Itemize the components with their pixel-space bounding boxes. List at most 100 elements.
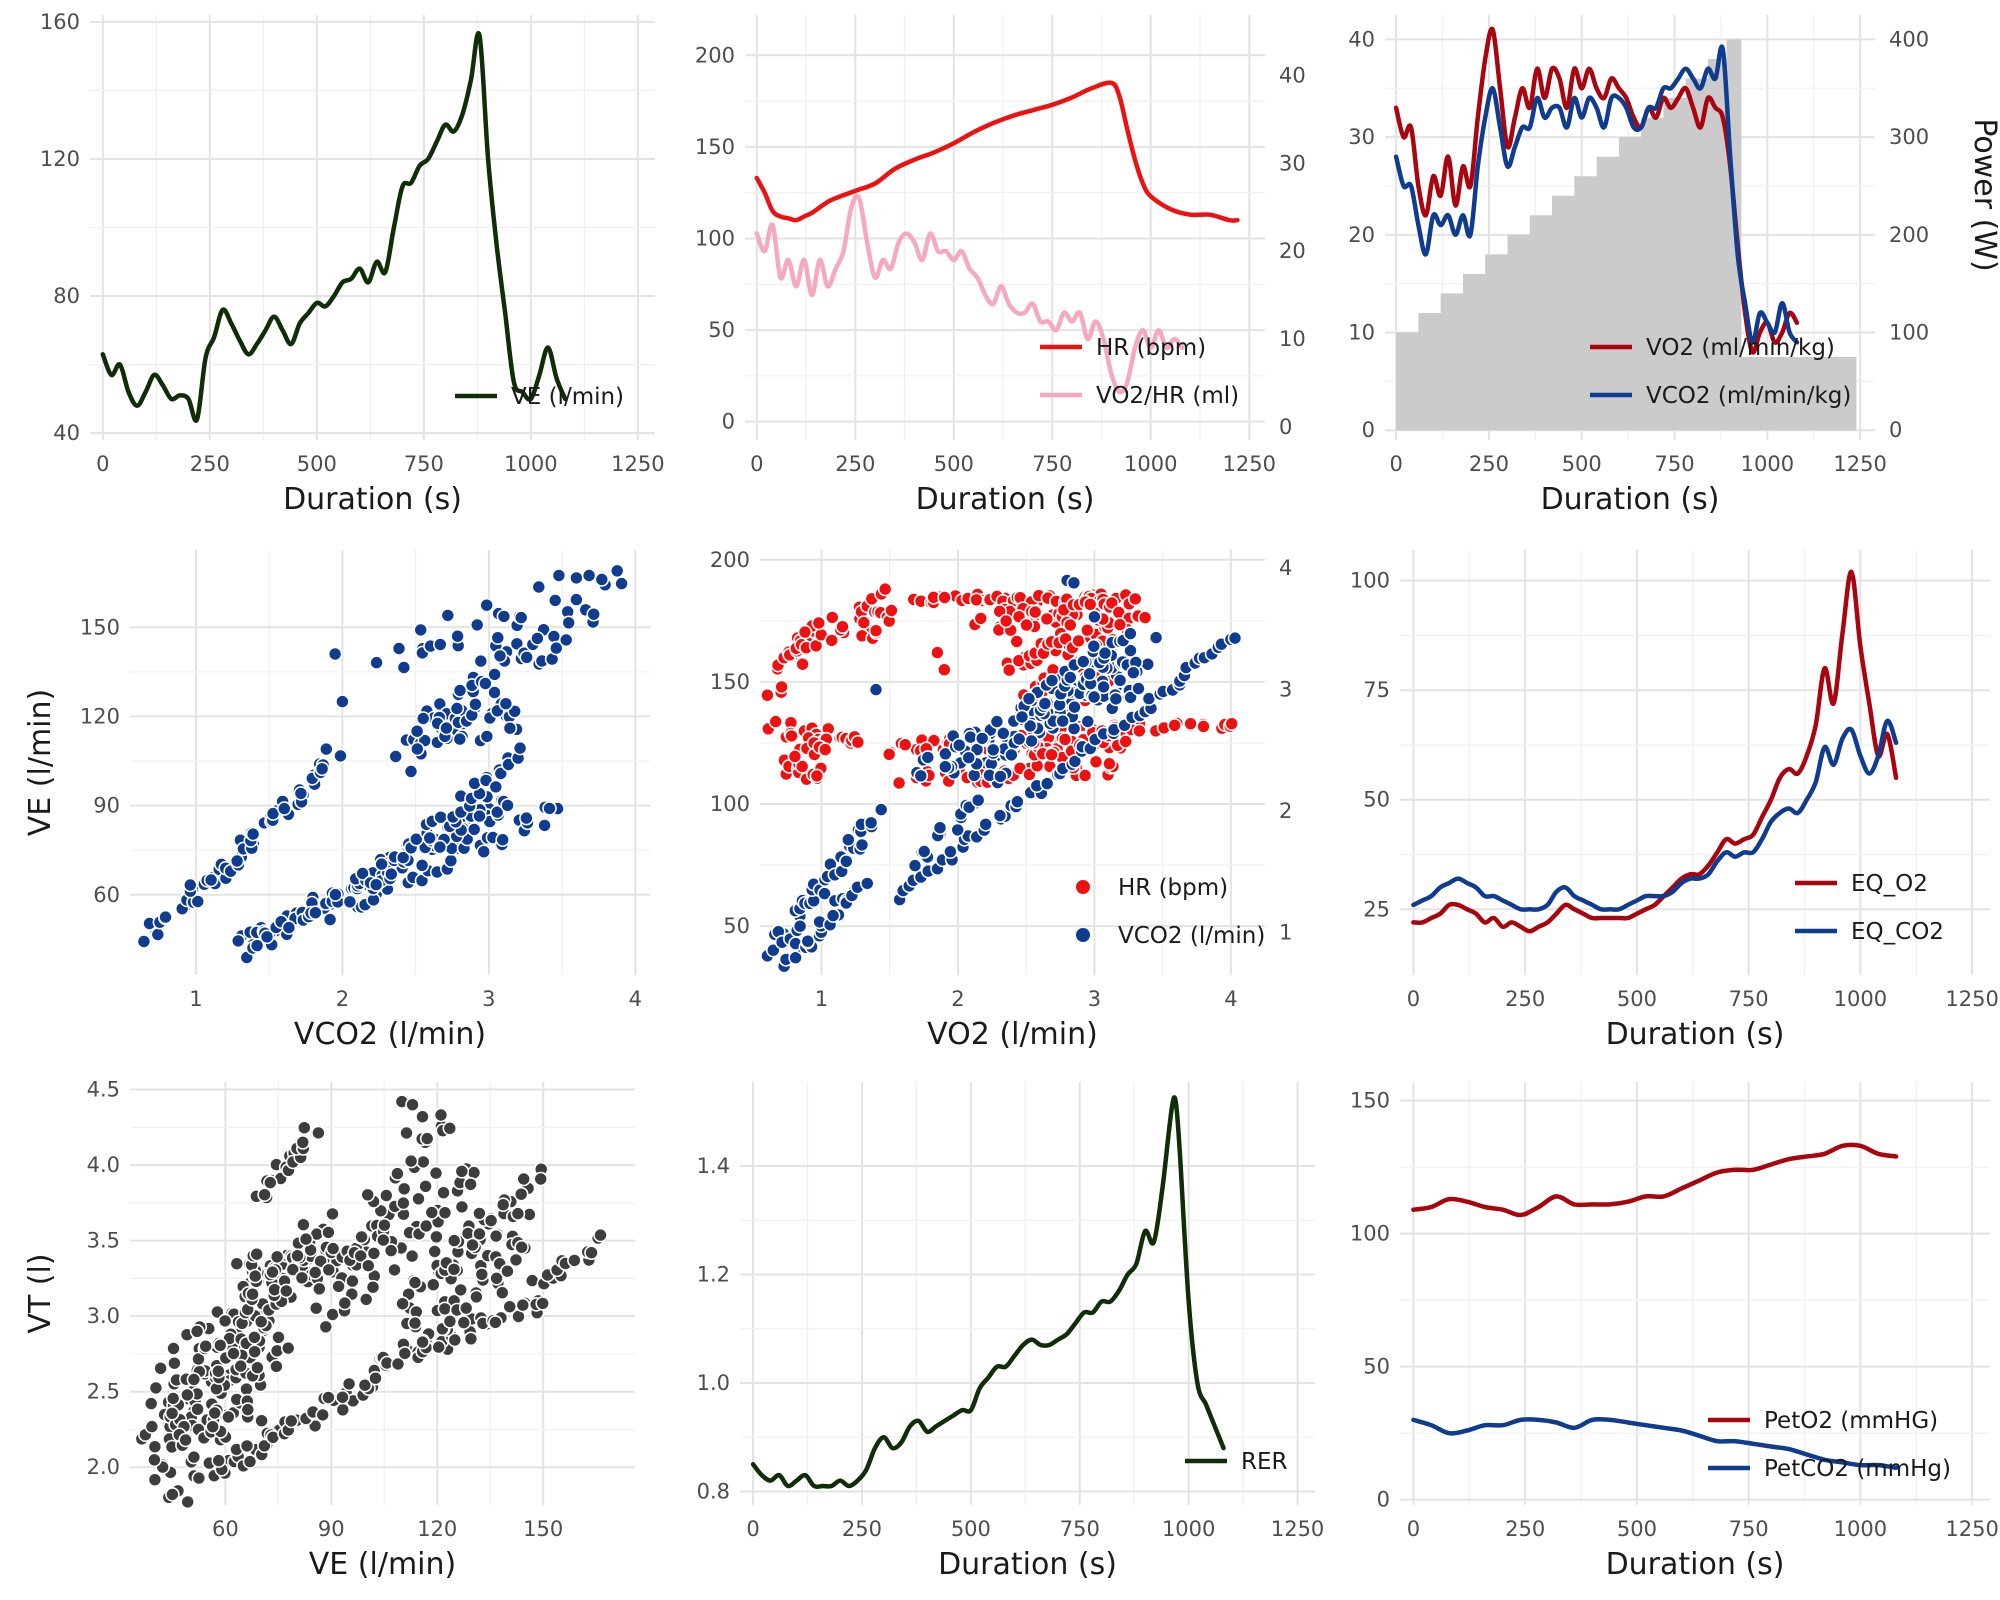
y2-axis-title: Power (W) (1967, 118, 2000, 271)
scatter-point (1087, 609, 1102, 625)
scatter-point (259, 929, 275, 945)
scatter-point (463, 1177, 478, 1192)
scatter-series-0 (134, 1094, 608, 1510)
scatter-point (1063, 670, 1078, 685)
scatter-point (1096, 679, 1111, 695)
scatter-series-0 (136, 563, 629, 965)
scatter-point (863, 815, 879, 831)
legend-label: PetCO2 (mmHg) (1764, 1456, 1951, 1482)
x-tick-label: 1250 (1945, 987, 1998, 1011)
y-tick-label: 100 (710, 792, 750, 816)
scatter-point (1071, 633, 1086, 649)
scatter-point (891, 775, 907, 791)
scatter-point (548, 640, 564, 656)
scatter-point (494, 1285, 510, 1300)
x-tick-label: 500 (951, 1517, 991, 1541)
y-tick-label: 120 (40, 147, 80, 171)
scatter-point (1044, 747, 1059, 763)
scatter-point (325, 1206, 340, 1222)
scatter-point (452, 731, 468, 747)
scatter-point (335, 694, 350, 709)
scatter-point (1112, 673, 1128, 688)
scatter-point (147, 1439, 163, 1454)
scatter-point (824, 633, 840, 648)
scatter-point (510, 1206, 526, 1221)
x-tick-label: 1250 (1833, 452, 1886, 476)
legend-key-point (1076, 928, 1090, 942)
scatter-point (561, 615, 577, 631)
scatter-point (768, 714, 784, 729)
scatter-point (1067, 754, 1083, 769)
x-tick-label: 1250 (1945, 1517, 1998, 1541)
legend-label: VO2 (ml/min/kg) (1646, 335, 1835, 361)
x-tick-label: 750 (1060, 1517, 1100, 1541)
scatter-point (913, 768, 929, 784)
scatter-point (440, 608, 456, 623)
scatter-point (357, 1377, 373, 1393)
scatter-point (1123, 690, 1138, 705)
scatter-point (1224, 716, 1239, 732)
legend-label: PetO2 (mmHG) (1764, 1408, 1938, 1434)
scatter-point (569, 592, 584, 607)
scatter-point (283, 1413, 299, 1429)
scatter-point (391, 641, 407, 656)
scatter-point (488, 779, 504, 795)
scatter-point (230, 933, 246, 949)
scatter-point (784, 728, 799, 744)
scatter-point (247, 1330, 262, 1345)
y2-tick-label: 40 (1279, 64, 1306, 88)
scatter-point (512, 740, 528, 756)
scatter-point (242, 1454, 258, 1469)
scatter-point (296, 1217, 311, 1232)
scatter-point (765, 942, 781, 958)
scatter-point (307, 1265, 323, 1280)
scatter-point (296, 1120, 312, 1135)
scatter-point (478, 676, 493, 691)
scatter-point (425, 1277, 441, 1292)
scatter-point (1167, 717, 1182, 733)
y-tick-label: 150 (80, 615, 120, 639)
scatter-point (1140, 656, 1156, 672)
scatter-point (328, 887, 343, 902)
scatter-point (278, 1283, 294, 1299)
series-line-1 (1411, 718, 1899, 912)
legend: HR (bpm) VO2/HR (ml) (1040, 335, 1239, 409)
x-tick-label: 250 (1505, 1517, 1545, 1541)
scatter-point (203, 872, 219, 888)
scatter-point (265, 1264, 280, 1280)
legend: VO2 (ml/min/kg) VCO2 (ml/min/kg) (1590, 335, 1851, 409)
scatter-point (413, 622, 429, 638)
scatter-point (374, 856, 389, 872)
y-tick-label: 90 (93, 794, 120, 818)
scatter-point (1118, 734, 1133, 749)
scatter-point (937, 759, 953, 775)
scatter-point (1022, 718, 1038, 734)
scatter-point (368, 877, 384, 893)
x-tick-label: 1250 (1223, 452, 1276, 476)
x-tick-label: 60 (212, 1517, 239, 1541)
x-axis-title: Duration (s) (1606, 1017, 1785, 1052)
scatter-point (298, 1231, 314, 1247)
scatter-point (390, 1356, 406, 1372)
x-tick-label: 4 (1224, 987, 1237, 1011)
scatter-point (325, 1307, 340, 1322)
scatter-point (951, 737, 967, 753)
scatter-point (760, 687, 775, 703)
scatter-point (469, 1289, 484, 1305)
scatter-point (930, 645, 945, 660)
scatter-point (249, 938, 265, 953)
scatter-point (186, 1449, 202, 1465)
scatter-point (873, 802, 889, 817)
x-tick-label: 500 (1617, 1517, 1657, 1541)
scatter-point (850, 734, 866, 750)
scatter-point (1132, 723, 1147, 739)
y-tick-label: 50 (708, 318, 735, 342)
y-tick-label: 150 (710, 670, 750, 694)
scatter-point (315, 1407, 331, 1423)
scatter-point (487, 685, 502, 700)
grid-lines (1400, 550, 1990, 975)
scatter-point (567, 1253, 582, 1268)
scatter-point (513, 610, 529, 625)
scatter-point (458, 1300, 474, 1316)
